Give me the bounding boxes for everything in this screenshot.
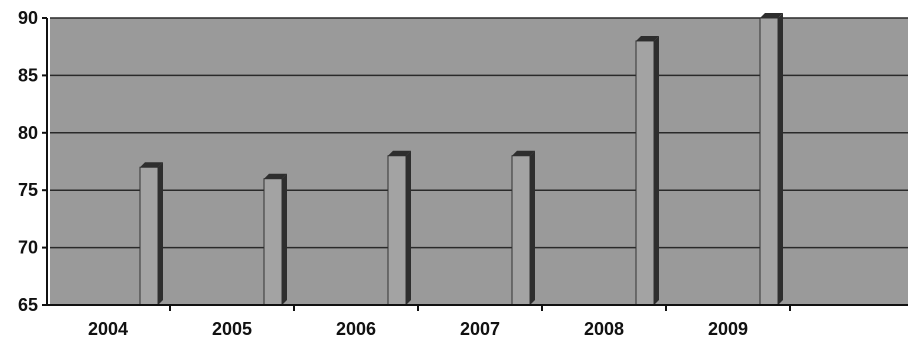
bars <box>139 13 783 306</box>
bar-2004 <box>139 162 163 306</box>
y-tick-label-70: 70 <box>18 238 38 258</box>
bar-side-2008 <box>654 35 659 306</box>
bar-front-2006 <box>387 155 407 306</box>
bar-2005 <box>263 173 287 306</box>
bar-top-2004 <box>140 162 163 168</box>
bar-front-2008 <box>635 40 655 306</box>
x-tick-labels: 2004 2005 2006 2007 2008 2009 <box>88 305 791 339</box>
bar-front-2009 <box>759 17 779 306</box>
x-tick-label-2004: 2004 <box>88 319 128 339</box>
bar-side-2006 <box>406 150 411 305</box>
x-tick-label-2006: 2006 <box>336 319 376 339</box>
bar-front-2005 <box>263 178 283 306</box>
bar-2008 <box>635 35 659 306</box>
y-tick-label-85: 85 <box>18 65 38 85</box>
x-tick-label-2009: 2009 <box>708 319 748 339</box>
bar-2006 <box>387 150 411 306</box>
y-tick-label-65: 65 <box>18 295 38 315</box>
x-tick-label-2008: 2008 <box>584 319 624 339</box>
y-tick-label-75: 75 <box>18 180 38 200</box>
bar-side-2005 <box>282 173 287 305</box>
bar-top-2005 <box>264 173 287 179</box>
bar-top-2007 <box>512 150 535 156</box>
y-tick-label-80: 80 <box>18 123 38 143</box>
bar-side-2007 <box>530 150 535 305</box>
bar-top-2009 <box>760 13 783 18</box>
bar-top-2006 <box>388 150 411 156</box>
x-tick-label-2005: 2005 <box>212 319 252 339</box>
bar-2009 <box>759 13 783 306</box>
bar-2007 <box>511 150 535 306</box>
y-tick-label-90: 90 <box>18 8 38 28</box>
bar-side-2009 <box>778 13 783 305</box>
bar-front-2004 <box>139 166 159 306</box>
bar-front-2007 <box>511 155 531 306</box>
y-tick-labels: 65 70 75 80 85 90 <box>18 8 47 315</box>
bar-side-2004 <box>158 162 163 305</box>
bar-top-2008 <box>636 35 659 41</box>
x-tick-label-2007: 2007 <box>460 319 500 339</box>
